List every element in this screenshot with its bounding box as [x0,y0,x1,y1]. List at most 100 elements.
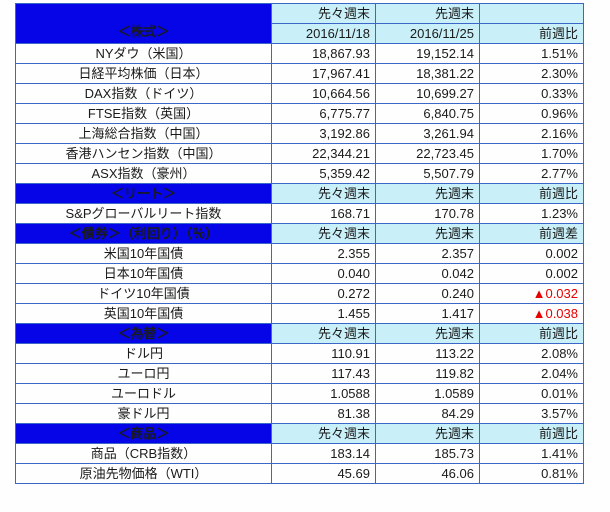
value-last-week: 84.29 [375,403,480,424]
section-header-row: ＜商品＞ 先々週末 先週末 前週比 [15,423,584,444]
value-last-week: 19,152.14 [375,43,480,64]
value-change: 0.33% [479,83,584,104]
data-row: 英国10年国債 1.455 1.417 ▲0.038 [15,303,584,324]
data-row: 米国10年国債 2.355 2.357 0.002 [15,243,584,264]
data-row: ユーロ円 117.43 119.82 2.04% [15,363,584,384]
instrument-label: S&Pグローバルリート指数 [15,203,272,224]
value-prev-week: 17,967.41 [271,63,376,84]
date-header-row: 2016/11/18 2016/11/25 前週比 [16,23,584,44]
col-header-change: 前週比 [479,323,584,344]
value-last-week: 3,261.94 [375,123,480,144]
section-header-row: ＜為替＞ 先々週末 先週末 前週比 [15,323,584,344]
value-change: ▲0.038 [479,303,584,324]
data-row: ドイツ10年国債 0.272 0.240 ▲0.032 [15,283,584,304]
date-prev-week: 2016/11/18 [271,23,376,44]
value-change: 1.51% [479,43,584,64]
instrument-label: 上海総合指数（中国） [15,123,272,144]
data-row: 香港ハンセン指数（中国） 22,344.21 22,723.45 1.70% [15,143,584,164]
col-header-last-week: 先週末 [375,323,480,344]
date-last-week: 2016/11/25 [375,23,480,44]
value-change: 0.01% [479,383,584,404]
col-header-prev-week: 先々週末 [271,183,376,204]
value-last-week: 22,723.45 [375,143,480,164]
value-change: 2.30% [479,63,584,84]
data-row: 豪ドル円 81.38 84.29 3.57% [15,403,584,424]
value-change: 1.70% [479,143,584,164]
section-title: ＜商品＞ [15,423,272,444]
instrument-label: ASX指数（豪州） [15,163,272,184]
data-row: ASX指数（豪州） 5,359.42 5,507.79 2.77% [15,163,584,184]
data-row: 商品（CRB指数） 183.14 185.73 1.41% [15,443,584,464]
col-header-last-week: 先週末 [375,423,480,444]
instrument-label: 商品（CRB指数） [15,443,272,464]
section-header-row: ＜債券＞（利回り）（％） 先々週末 先週末 前週差 [15,223,584,244]
instrument-label: ユーロ円 [15,363,272,384]
data-row: S&Pグローバルリート指数 168.71 170.78 1.23% [15,203,584,224]
instrument-label: 豪ドル円 [15,403,272,424]
value-change: 2.77% [479,163,584,184]
col-header-spacer [479,3,584,24]
data-row: 日経平均株価（日本） 17,967.41 18,381.22 2.30% [15,63,584,84]
value-prev-week: 110.91 [271,343,376,364]
value-change: ▲0.032 [479,283,584,304]
market-table-body: ＜株式＞ 先々週末 先週末 2016/11/18 2016/11/25 前週比 NYダウ（米… [15,3,584,484]
data-row: DAX指数（ドイツ） 10,664.56 10,699.27 0.33% [15,83,584,104]
value-last-week: 0.240 [375,283,480,304]
value-prev-week: 22,344.21 [271,143,376,164]
instrument-label: NYダウ（米国） [15,43,272,64]
instrument-label: 原油先物価格（WTI） [15,463,272,484]
value-prev-week: 45.69 [271,463,376,484]
col-header-prev-week: 先々週末 [271,323,376,344]
market-summary-table: ＜株式＞ 先々週末 先週末 2016/11/18 2016/11/25 前週比 NYダウ（米… [15,3,584,484]
section-title: ＜株式＞ [15,3,272,44]
value-change: 0.81% [479,463,584,484]
value-prev-week: 183.14 [271,443,376,464]
value-prev-week: 5,359.42 [271,163,376,184]
value-prev-week: 1.0588 [271,383,376,404]
value-change: 2.08% [479,343,584,364]
data-row: ユーロドル 1.0588 1.0589 0.01% [15,383,584,404]
value-prev-week: 3,192.86 [271,123,376,144]
value-change: 3.57% [479,403,584,424]
value-prev-week: 6,775.77 [271,103,376,124]
value-prev-week: 1.455 [271,303,376,324]
value-change: 1.41% [479,443,584,464]
value-last-week: 2.357 [375,243,480,264]
value-prev-week: 18,867.93 [271,43,376,64]
section-title: ＜リート＞ [15,183,272,204]
col-header-change: 前週比 [479,23,584,44]
value-prev-week: 2.355 [271,243,376,264]
section-title: ＜債券＞（利回り）（％） [15,223,272,244]
value-prev-week: 0.272 [271,283,376,304]
instrument-label: 英国10年国債 [15,303,272,324]
value-last-week: 170.78 [375,203,480,224]
value-last-week: 185.73 [375,443,480,464]
instrument-label: 香港ハンセン指数（中国） [15,143,272,164]
value-prev-week: 81.38 [271,403,376,424]
col-header-change: 前週比 [479,183,584,204]
instrument-label: DAX指数（ドイツ） [15,83,272,104]
data-row: FTSE指数（英国） 6,775.77 6,840.75 0.96% [15,103,584,124]
instrument-label: ドイツ10年国債 [15,283,272,304]
instrument-label: FTSE指数（英国） [15,103,272,124]
col-header-prev-week: 先々週末 [271,3,376,24]
value-last-week: 46.06 [375,463,480,484]
value-prev-week: 117.43 [271,363,376,384]
value-last-week: 119.82 [375,363,480,384]
value-last-week: 10,699.27 [375,83,480,104]
value-change: 1.23% [479,203,584,224]
value-change: 2.16% [479,123,584,144]
col-header-last-week: 先週末 [375,3,480,24]
data-row: 原油先物価格（WTI） 45.69 46.06 0.81% [15,463,584,484]
value-last-week: 1.417 [375,303,480,324]
value-last-week: 5,507.79 [375,163,480,184]
value-prev-week: 10,664.56 [271,83,376,104]
instrument-label: 日本10年国債 [15,263,272,284]
section-header-row: ＜リート＞ 先々週末 先週末 前週比 [15,183,584,204]
data-row: 上海総合指数（中国） 3,192.86 3,261.94 2.16% [15,123,584,144]
value-change: 0.96% [479,103,584,124]
value-last-week: 0.042 [375,263,480,284]
instrument-label: 米国10年国債 [15,243,272,264]
col-header-last-week: 先週末 [375,223,480,244]
col-header-last-week: 先週末 [375,183,480,204]
